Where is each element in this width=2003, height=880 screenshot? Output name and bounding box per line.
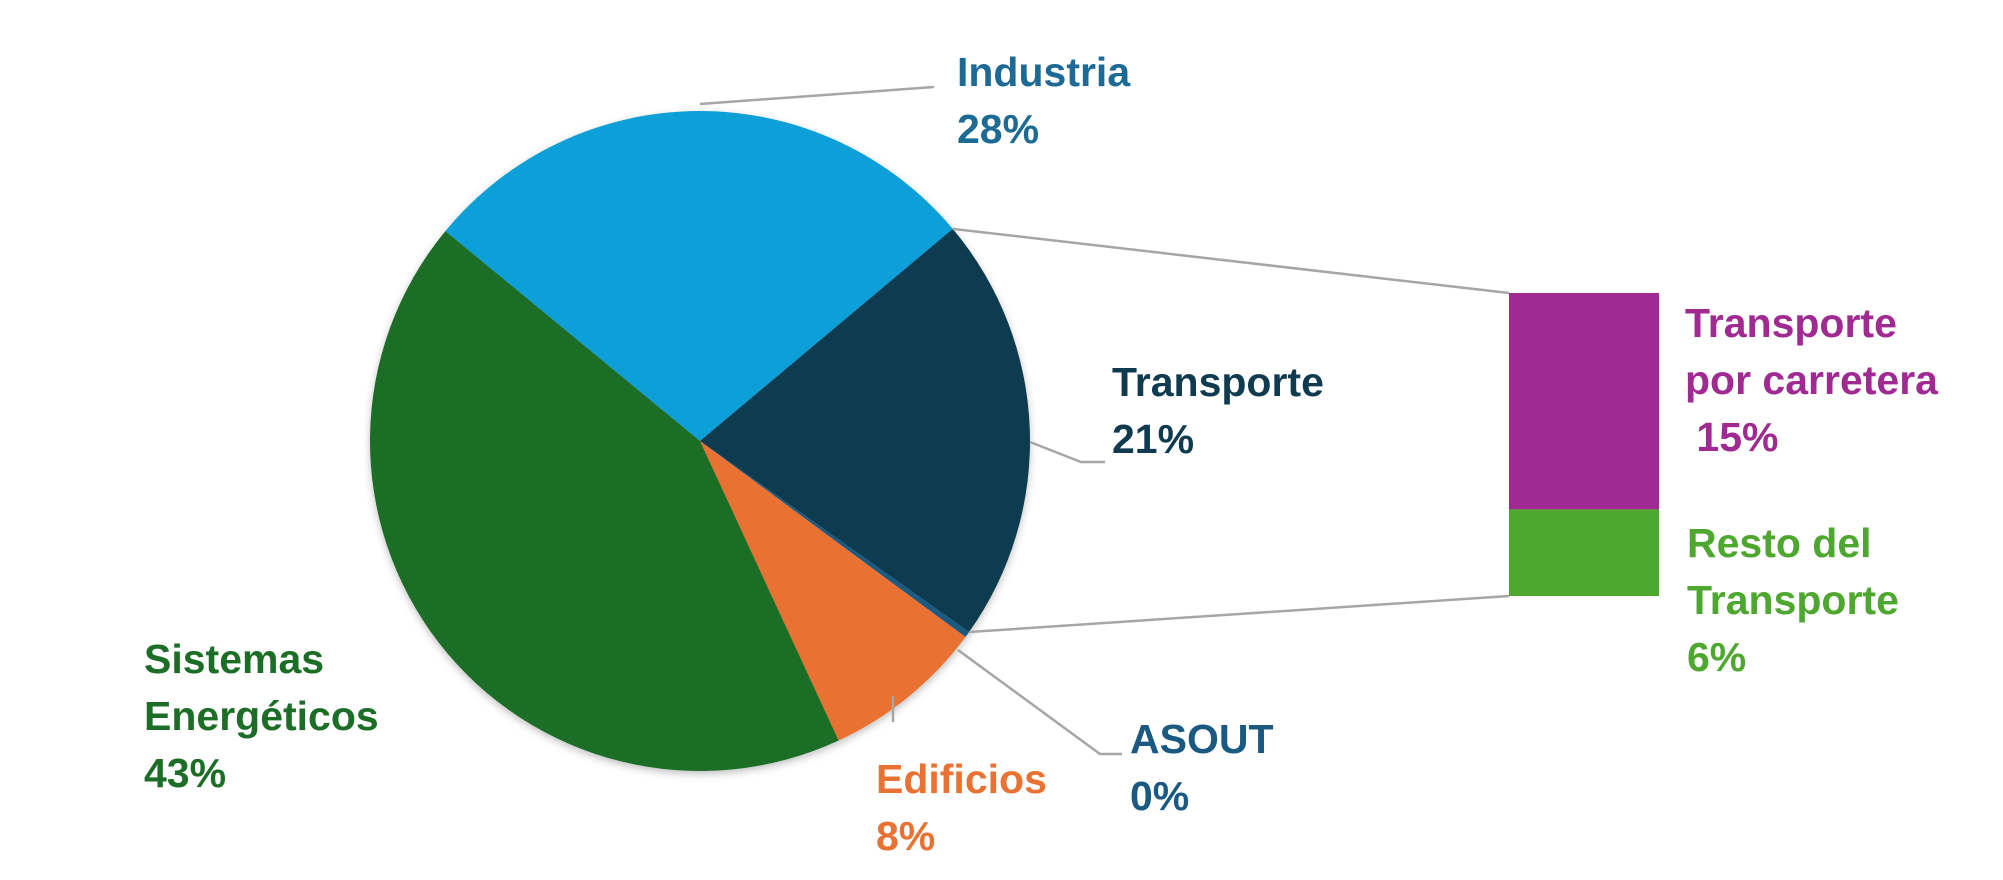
data-label-line: Transporte (1687, 577, 1899, 623)
pie-slice-industria (445, 110, 953, 441)
data-label-industria: Industria 28% (957, 49, 1131, 152)
data-label-transporte-por-carretera: Transporte por carretera 15% (1685, 300, 1939, 460)
bar-segment-resto-del-transporte (1509, 509, 1659, 596)
data-label-edificios: Edificios 8% (876, 756, 1047, 859)
data-label-sistemas-energeticos: Sistemas Energéticos 43% (144, 636, 379, 796)
leader-line-transporte (1029, 440, 1105, 464)
connector-line-top (952, 227, 1510, 295)
pie (369, 110, 1030, 772)
leader-line-industria (699, 85, 935, 106)
data-label-line: Energéticos (144, 693, 379, 739)
data-label-line: por carretera (1685, 357, 1939, 403)
pie-slice-edificios (700, 441, 966, 741)
data-label-line: 21% (1112, 416, 1194, 462)
data-label-line: 15% (1685, 414, 1778, 460)
pie-slice-asout (700, 441, 970, 638)
bar-segment-transporte-por-carretera (1509, 293, 1659, 510)
data-label-resto-del-transporte: Resto del Transporte 6% (1687, 520, 1899, 680)
connector-line-bottom (969, 594, 1510, 634)
data-label-line: 28% (957, 106, 1039, 152)
breakdown-bar (1509, 293, 1659, 596)
data-label-asout: ASOUT 0% (1130, 716, 1274, 819)
leader-lines (699, 85, 1510, 756)
data-label-line: Sistemas (144, 636, 324, 682)
data-label-line: 8% (876, 813, 935, 859)
data-label-line: Resto del (1687, 520, 1872, 566)
data-label-line: 0% (1130, 773, 1189, 819)
data-label-line: Transporte (1685, 300, 1897, 346)
data-label-line: 6% (1687, 634, 1746, 680)
data-label-line: Transporte (1112, 359, 1324, 405)
data-label-line: ASOUT (1130, 716, 1274, 762)
data-label-transporte: Transporte 21% (1112, 359, 1324, 462)
data-label-line: Edificios (876, 756, 1047, 802)
data-label-line: Industria (957, 49, 1131, 95)
pie-slice-transporte (700, 228, 1030, 633)
data-label-line: 43% (144, 750, 226, 796)
pie-slice-sistemas-energeticos (369, 231, 839, 772)
leader-line-asout (957, 648, 1122, 756)
data-labels: Industria 28% Transporte 21% ASOUT 0% Edificio… (144, 49, 1939, 859)
